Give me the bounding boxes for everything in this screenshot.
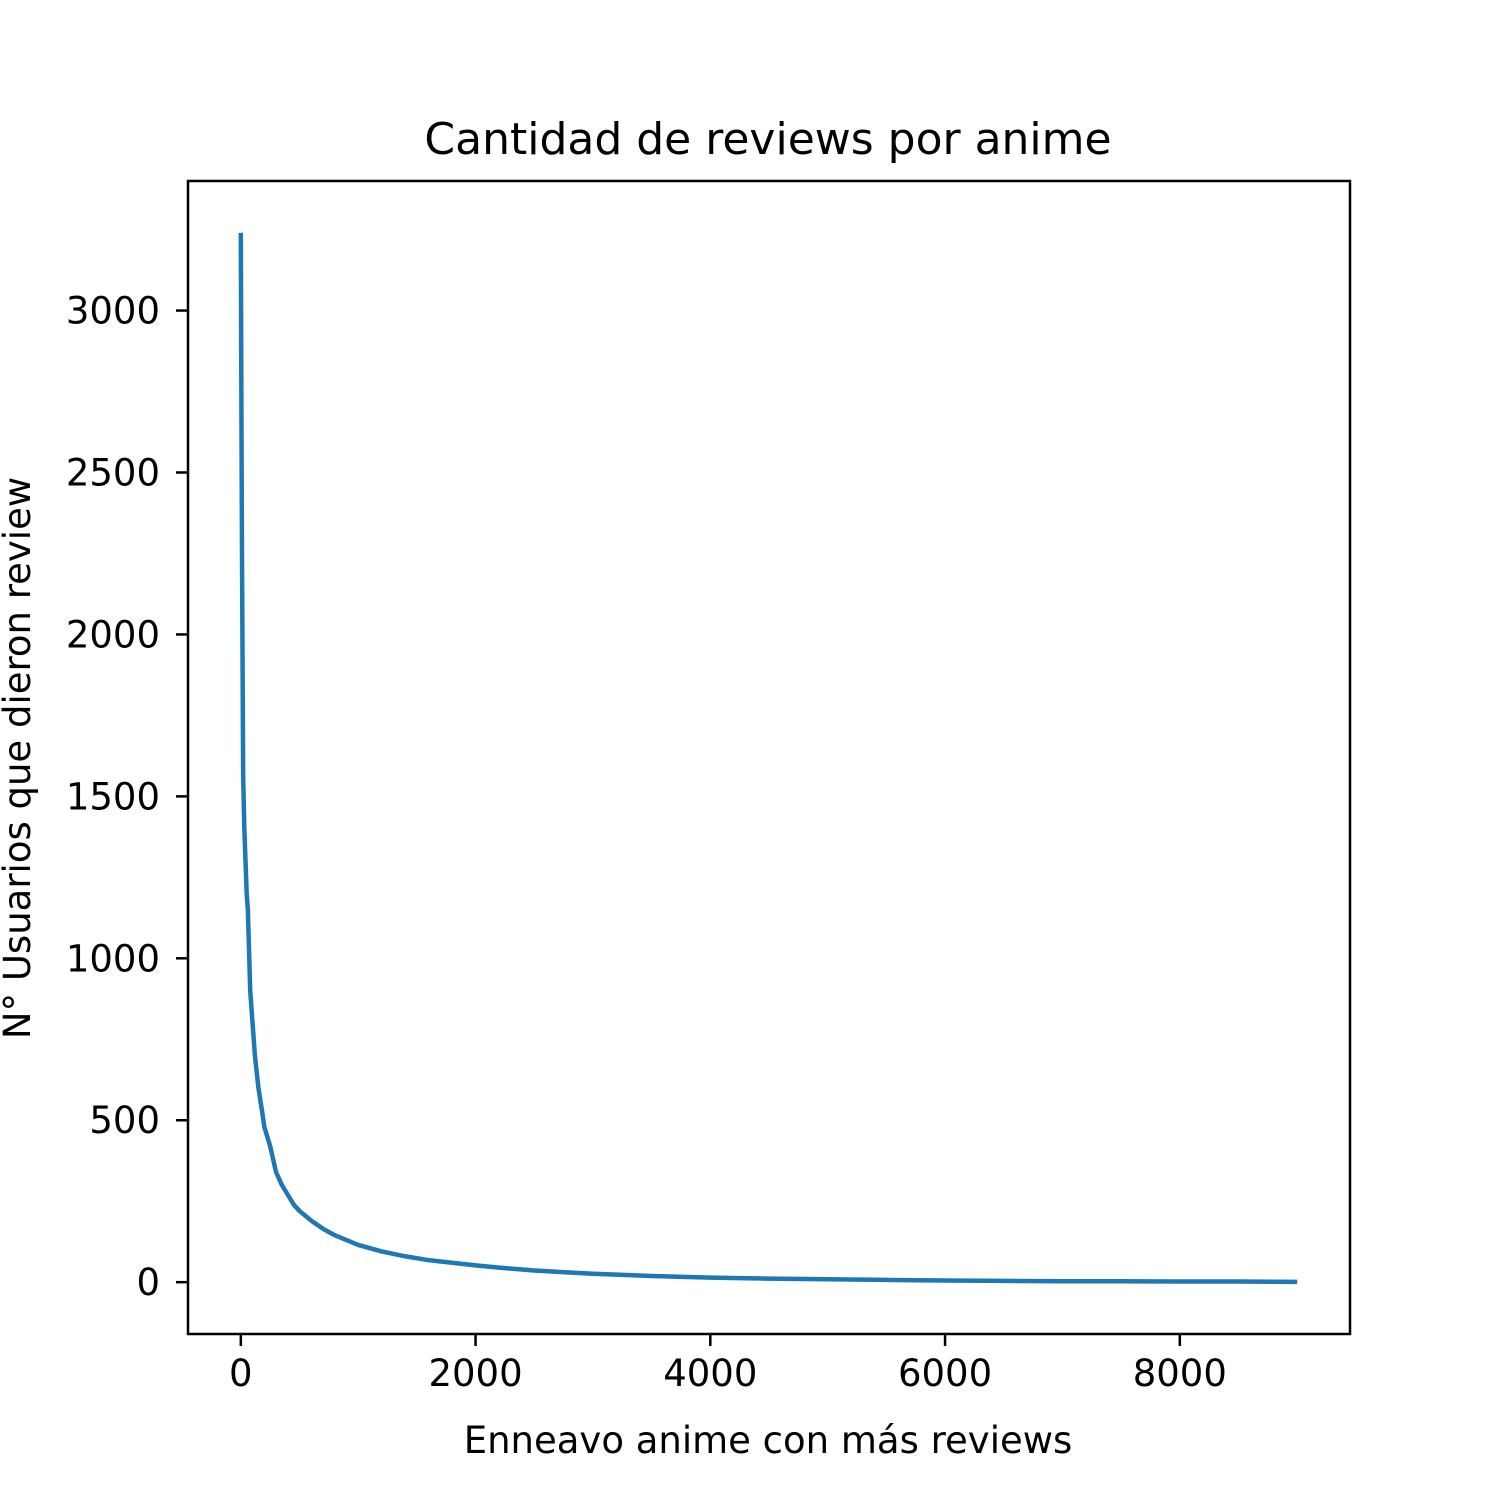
y-tick-label: 2000 xyxy=(66,613,160,656)
y-tick-label: 0 xyxy=(136,1261,160,1304)
y-axis-label: N° Usuarios que dieron review xyxy=(0,477,39,1039)
chart-title: Cantidad de reviews por anime xyxy=(424,114,1111,165)
x-axis-label: Enneavo anime con más reviews xyxy=(464,1419,1073,1462)
series-layer xyxy=(238,232,1298,1285)
x-tick-label: 6000 xyxy=(898,1352,992,1395)
y-tick-label: 1500 xyxy=(66,775,160,818)
y-tick-label: 2500 xyxy=(66,451,160,494)
y-tick-label: 500 xyxy=(89,1099,160,1142)
y-tick-label: 1000 xyxy=(66,937,160,980)
x-tick-label: 8000 xyxy=(1133,1352,1227,1395)
x-tick-label: 4000 xyxy=(663,1352,757,1395)
y-tick-label: 3000 xyxy=(66,290,160,333)
plot-frame xyxy=(186,179,1352,1336)
x-axis-ticks: 0 2000 4000 6000 8000 xyxy=(229,1334,1227,1395)
series-line xyxy=(238,232,1298,1285)
x-tick-label: 2000 xyxy=(428,1352,522,1395)
y-axis-ticks: 0 500 1000 1500 2000 2500 3000 xyxy=(66,290,188,1304)
x-tick-label: 0 xyxy=(229,1352,253,1395)
